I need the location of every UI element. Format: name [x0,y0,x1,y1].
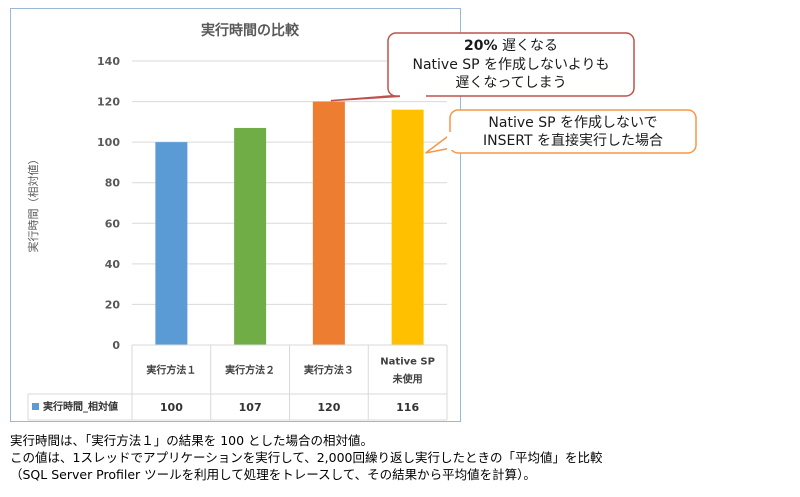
bar [391,109,424,345]
category-label: Native SP [380,357,435,368]
y-tick-label: 40 [105,258,121,271]
callout-joint [400,92,426,98]
bar [234,127,267,345]
category-label: 未使用 [392,373,423,386]
note-line-1: 実行時間は、「実行方法１」の結果を 100 とした場合の相対値。 [10,433,374,448]
callout-line: 20% 遅くなる [464,38,558,54]
legend-label: 実行時間_相対値 [43,400,118,413]
callout-pointer [425,133,452,154]
callout-box [387,32,635,97]
y-tick-label: 120 [97,96,120,109]
y-tick-label: 0 [112,339,120,352]
y-axis-label: 実行時間（相対値） [26,154,40,253]
notes: 実行時間は、「実行方法１」の結果を 100 とした場合の相対値。 この値は、1ス… [10,432,790,483]
category-label: 実行方法２ [225,364,275,377]
callout-joint [447,132,453,150]
bar [155,142,188,345]
data-table-value: 116 [396,401,419,414]
legend-swatch [32,403,39,410]
y-tick-label: 80 [105,177,121,190]
chart-title: 実行時間の比較 [201,22,300,39]
callout-line: 遅くなってしまう [455,75,566,91]
note-line-3: （SQL Server Profiler ツールを利用して処理をトレースして、そ… [10,467,536,482]
y-tick-label: 60 [105,217,121,230]
callout-box [449,109,697,154]
callout-line: Native SP を作成しないで [488,115,657,131]
callout-emphasis: 20% [464,38,498,54]
y-tick-label: 100 [97,136,120,149]
callout-line: Native SP を作成しないよりも [413,57,610,73]
data-table-value: 120 [317,401,340,414]
category-label: 実行方法３ [304,364,354,377]
data-table-value: 100 [160,401,183,414]
data-table-value: 107 [239,401,262,414]
callout-text-span: 遅くなる [498,38,558,54]
category-label: 実行方法１ [146,364,196,377]
y-tick-label: 140 [97,55,120,68]
bar [312,101,345,345]
y-tick-label: 20 [105,298,121,311]
note-line-2: この値は、1スレッドでアプリケーションを実行して、2,000回繰り返し実行したと… [10,450,603,465]
callout-line: INSERT を直接実行した場合 [483,132,663,149]
